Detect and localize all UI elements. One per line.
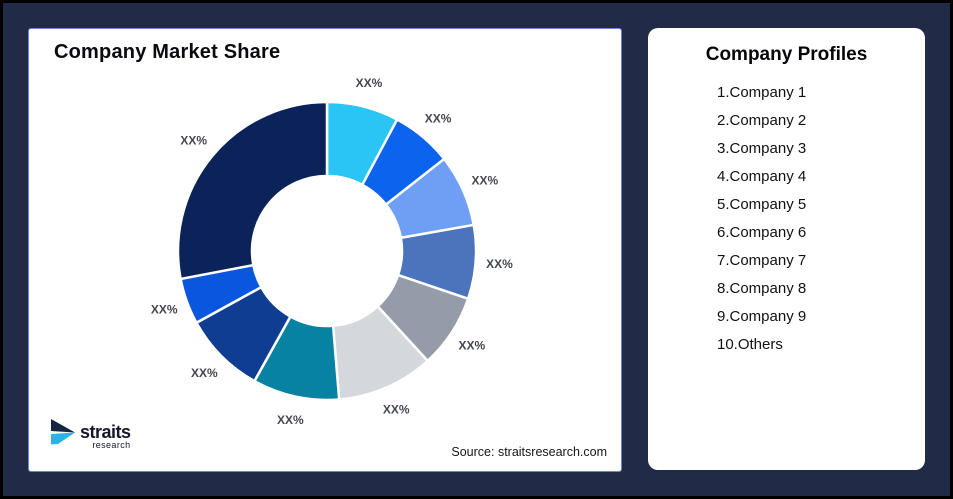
donut-segment-label: XX%: [425, 111, 452, 125]
company-profile-item: 5.Company 5: [717, 196, 807, 213]
donut-segment-label: XX%: [277, 413, 304, 427]
donut-segment-label: XX%: [180, 134, 207, 148]
donut-segment-label: XX%: [459, 339, 486, 353]
company-profile-item: 10.Others: [717, 336, 783, 353]
donut-segment-label: XX%: [191, 366, 218, 380]
straits-logo-arrow-icon: [51, 419, 75, 445]
straits-research-logo: straits research: [49, 417, 131, 453]
market-share-donut-chart: XX% XX% XX% XX% XX% XX% XX% XX% XX% XX%: [151, 76, 513, 427]
donut-segment-label: XX%: [472, 173, 499, 187]
market-share-card: Company Market Share XX% XX% XX% XX% XX% XX% X…: [28, 28, 622, 472]
chart-title: Company Market Share: [54, 41, 281, 63]
logo-name-text: straits: [80, 422, 131, 442]
company-profile-item: 7.Company 7: [717, 252, 807, 269]
company-profile-item: 2.Company 2: [717, 112, 807, 129]
donut-segment-label: XX%: [383, 403, 410, 417]
company-profiles-list: 1.Company 1 2.Company 2 3.Company 3 4.Compa…: [648, 79, 925, 359]
donut-segment-label: XX%: [356, 76, 383, 90]
company-profiles-card: Company Profiles 1.Company 1 2.Company 2 3…: [648, 28, 925, 470]
donut-segment-label: XX%: [151, 303, 178, 317]
company-profile-item: 3.Company 3: [717, 140, 807, 157]
company-profile-item: 8.Company 8: [717, 280, 807, 297]
donut-segment-label: XX%: [486, 257, 513, 271]
company-profile-item: 4.Company 4: [717, 168, 807, 185]
company-profile-item: 1.Company 1: [717, 84, 807, 101]
source-note: Source: straitsresearch.com: [451, 445, 607, 459]
company-profile-item: 9.Company 9: [717, 308, 807, 325]
profiles-title: Company Profiles: [705, 44, 868, 65]
donut-segment-others: [176, 100, 329, 281]
company-profile-item: 6.Company 6: [717, 224, 807, 241]
logo-subname-text: research: [92, 440, 131, 450]
logo-wordmark: straits research: [80, 422, 131, 450]
